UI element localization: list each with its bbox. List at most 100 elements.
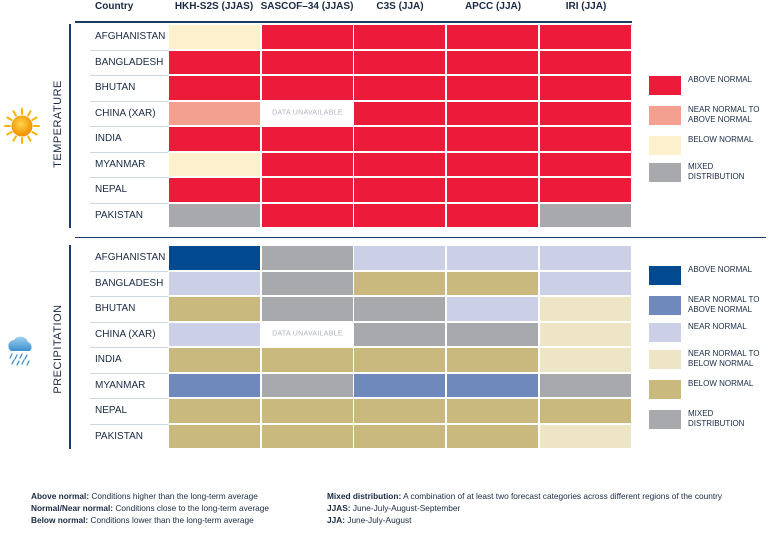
forecast-cell xyxy=(261,347,354,373)
row-label-country: PAKISTAN xyxy=(95,209,143,221)
forecast-cell xyxy=(539,245,632,271)
forecast-cell xyxy=(261,245,354,271)
data-unavailable-label: DATA UNAVAILABLE xyxy=(272,109,343,117)
precipitation-section-title: PRECIPITATION xyxy=(52,304,64,394)
forecast-cell xyxy=(353,372,446,398)
forecast-cell xyxy=(539,321,632,347)
row-separator xyxy=(90,270,168,272)
forecast-cell: DATA UNAVAILABLE xyxy=(261,100,354,126)
forecast-cell xyxy=(446,100,539,126)
precipitation-legend-label-above: ABOVE NORMAL xyxy=(688,265,753,274)
temperature-legend-swatch-above xyxy=(649,76,681,95)
forecast-cell xyxy=(353,75,446,101)
forecast-cell xyxy=(168,151,261,177)
precipitation-legend-swatch-above xyxy=(649,266,681,285)
forecast-cell xyxy=(353,126,446,152)
temperature-section-title: TEMPERATURE xyxy=(52,80,64,168)
precipitation-legend-swatch-mixed xyxy=(649,410,681,429)
footnote-text: Conditions lower than the long-term aver… xyxy=(88,515,254,525)
forecast-cell xyxy=(446,398,539,424)
forecast-cell xyxy=(446,151,539,177)
forecast-cell xyxy=(261,177,354,203)
forecast-cell xyxy=(446,245,539,271)
forecast-cell xyxy=(168,126,261,152)
footnote-term: JJAS: xyxy=(327,503,351,513)
forecast-cell xyxy=(446,126,539,152)
forecast-cell xyxy=(168,24,261,50)
footnote-term: Above normal: xyxy=(31,491,90,501)
footnote-term: JJA: xyxy=(327,515,345,525)
forecast-cell xyxy=(446,49,539,75)
precipitation-legend-label-near_above: NEAR NORMAL TO ABOVE NORMAL xyxy=(688,295,760,314)
forecast-cell xyxy=(168,49,261,75)
temperature-legend-swatch-below xyxy=(649,136,681,155)
row-separator xyxy=(90,177,168,178)
row-label-country: INDIA xyxy=(95,133,122,144)
forecast-cell xyxy=(446,75,539,101)
row-separator xyxy=(90,423,168,425)
row-separator xyxy=(90,100,168,102)
row-separator xyxy=(90,49,168,51)
footnote-text: June-July-August xyxy=(344,515,412,525)
footnote-text: Conditions close to the long-term averag… xyxy=(113,503,269,513)
header-underline xyxy=(75,21,632,23)
section-divider xyxy=(75,237,766,238)
footnote-term: Below normal: xyxy=(31,515,89,525)
rain-cloud-icon xyxy=(8,336,32,366)
forecast-cell xyxy=(353,49,446,75)
forecast-cell xyxy=(539,126,632,152)
forecast-cell xyxy=(261,151,354,177)
temperature-legend-label-near_above: NEAR NORMAL TO ABOVE NORMAL xyxy=(688,105,760,124)
row-separator xyxy=(90,321,168,323)
row-label-country: MYANMAR xyxy=(95,379,146,391)
right-footnote: JJAS: June-July-August-September xyxy=(327,503,460,513)
column-header-source: HKH-S2S (JJAS) xyxy=(174,1,254,12)
sun-icon xyxy=(4,108,40,144)
footnote-text: June-July-August-September xyxy=(350,503,461,513)
row-separator xyxy=(90,75,168,76)
forecast-cell xyxy=(539,398,632,424)
precipitation-legend-swatch-below xyxy=(649,380,681,399)
footnote-term: Mixed distribution: xyxy=(327,491,402,501)
right-footnote: Mixed distribution: A combination of at … xyxy=(327,491,722,501)
forecast-cell xyxy=(539,296,632,322)
row-separator xyxy=(90,296,168,297)
temperature-legend-label-above: ABOVE NORMAL xyxy=(688,75,753,84)
row-label-country: BHUTAN xyxy=(95,303,136,314)
left-footnote: Below normal: Conditions lower than the … xyxy=(31,515,254,525)
row-separator xyxy=(90,202,168,204)
forecast-cell xyxy=(261,398,354,424)
precipitation-legend-label-mixed: MIXED DISTRIBUTION xyxy=(688,409,745,428)
forecast-cell xyxy=(168,177,261,203)
forecast-cell xyxy=(353,202,446,228)
forecast-cell xyxy=(539,75,632,101)
forecast-cell xyxy=(261,372,354,398)
row-label-country: NEPAL xyxy=(95,405,128,416)
forecast-cell xyxy=(446,423,539,449)
forecast-cell xyxy=(261,423,354,449)
precipitation-legend-label-below: BELOW NORMAL xyxy=(688,379,754,388)
forecast-cell xyxy=(446,270,539,296)
forecast-cell xyxy=(539,151,632,177)
row-separator xyxy=(90,372,168,374)
precipitation-section-bar xyxy=(69,245,71,449)
column-header-source: C3S (JJA) xyxy=(376,1,424,12)
forecast-cell xyxy=(353,321,446,347)
footnote-term: Normal/Near normal: xyxy=(31,503,114,513)
row-label-country: AFGHANISTAN xyxy=(95,252,166,263)
row-label-country: MYANMAR xyxy=(95,158,146,170)
footnote-text: Conditions higher than the long-term ave… xyxy=(89,491,258,501)
forecast-cell xyxy=(261,24,354,50)
precipitation-legend-swatch-near_below xyxy=(649,350,681,369)
forecast-cell xyxy=(539,202,632,228)
left-footnote: Normal/Near normal: Conditions close to … xyxy=(31,503,269,513)
row-separator xyxy=(90,398,168,399)
forecast-cell xyxy=(168,100,261,126)
precipitation-legend-label-near_below: NEAR NORMAL TO BELOW NORMAL xyxy=(688,349,760,368)
forecast-cell xyxy=(261,49,354,75)
row-label-country: BANGLADESH xyxy=(95,56,164,68)
temperature-legend-swatch-mixed xyxy=(649,163,681,182)
forecast-cell xyxy=(261,75,354,101)
row-separator xyxy=(90,347,168,348)
forecast-cell xyxy=(261,296,354,322)
